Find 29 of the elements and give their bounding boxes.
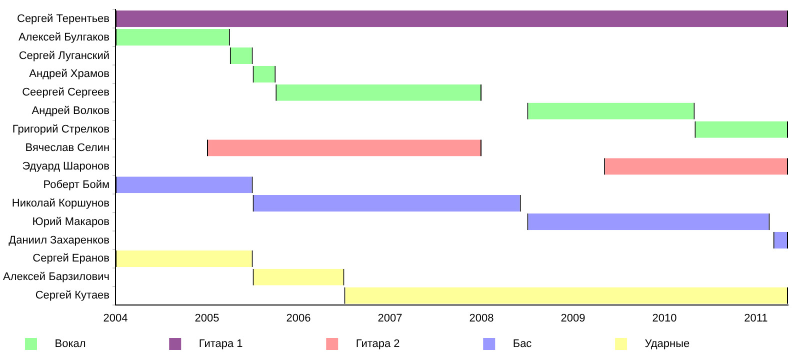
y-tick-label: Андрей Храмов — [29, 68, 110, 80]
x-tick-label: 2010 — [652, 312, 677, 324]
y-tick-label: Андрей Волков — [32, 105, 110, 118]
y-tick-label: Даниил Захаренков — [8, 234, 110, 246]
y-tick-label: Сергей Терентьев — [16, 12, 110, 25]
y-tick-label: Эдуард Шаронов — [22, 160, 110, 172]
x-tick-label: 2009 — [560, 312, 586, 324]
legend-label: Вокал — [42, 338, 160, 350]
y-tick-label: Николай Коршунов — [12, 197, 110, 210]
y-tick-label: Сергей Кутаев — [35, 290, 110, 302]
x-tick-label: 2006 — [286, 312, 311, 324]
y-tick-label: Сеергей Сергеев — [22, 86, 110, 99]
y-tick-label: Юрий Макаров — [32, 216, 110, 228]
y-tick-label: Григорий Стрелков — [12, 124, 110, 136]
y-tick-label: Роберт Бойм — [43, 178, 110, 191]
y-tick-label: Сергей Луганский — [18, 50, 110, 62]
y-tick-label: Алексей Булгаков — [18, 31, 110, 44]
legend-label: Гитара 2 — [344, 338, 474, 350]
y-tick-label: Сергей Еранов — [32, 252, 110, 265]
x-tick-label: 2005 — [194, 312, 220, 324]
x-tick-label: 2008 — [469, 312, 494, 324]
x-tick-label: 2007 — [378, 312, 402, 324]
y-tick-label: Вячеслав Селин — [25, 142, 110, 154]
legend-label: Бас — [500, 338, 606, 350]
legend-label: Гитара 1 — [186, 338, 316, 350]
x-tick-label: 2004 — [103, 312, 128, 324]
y-tick-label: Алексей Барзилович — [2, 271, 110, 284]
x-tick-label: 2011 — [744, 312, 768, 324]
legend-label: Ударные — [632, 338, 763, 350]
